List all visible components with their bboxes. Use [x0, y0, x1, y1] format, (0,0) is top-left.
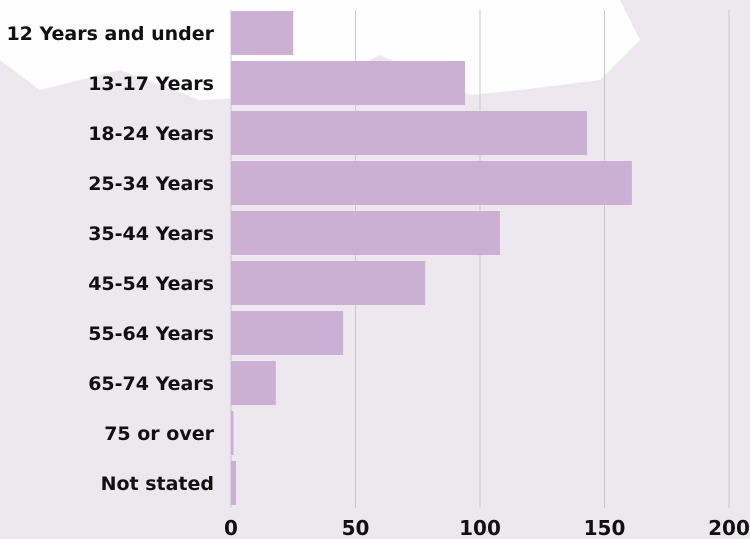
category-label: 12 Years and under: [6, 23, 214, 45]
x-tick-labels: 0 50 100 150 200: [224, 516, 750, 539]
bar: [231, 461, 236, 505]
category-label: 25-34 Years: [88, 173, 214, 195]
bar: [231, 61, 466, 105]
bar: [231, 161, 632, 205]
category-label: 75 or over: [104, 423, 214, 445]
x-tick-label: 200: [708, 516, 750, 539]
category-label: 35-44 Years: [88, 223, 214, 245]
bar: [231, 411, 234, 455]
category-label: 13-17 Years: [88, 73, 214, 95]
bar: [231, 111, 588, 155]
bar: [231, 11, 294, 55]
category-label: 65-74 Years: [88, 373, 214, 395]
bar: [231, 311, 344, 355]
category-labels: 12 Years and under 13-17 Years 18-24 Years…: [6, 23, 214, 495]
bar: [231, 211, 500, 255]
x-tick-label: 50: [342, 516, 370, 539]
category-label: 45-54 Years: [88, 273, 214, 295]
category-label: Not stated: [101, 473, 214, 495]
bar: [231, 361, 276, 405]
x-tick-label: 0: [224, 516, 238, 539]
category-label: 55-64 Years: [88, 323, 214, 345]
category-label: 18-24 Years: [88, 123, 214, 145]
bar: [231, 261, 426, 305]
x-tick-label: 150: [584, 516, 626, 539]
x-tick-label: 100: [459, 516, 501, 539]
bars: [231, 11, 632, 505]
